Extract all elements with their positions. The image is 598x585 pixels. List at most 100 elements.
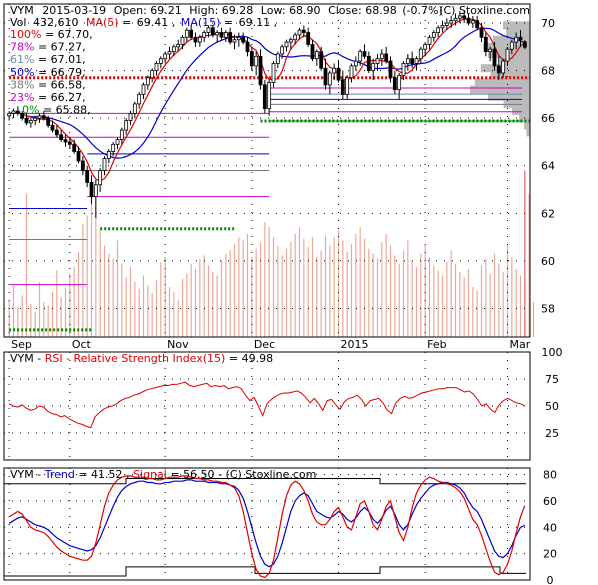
- rsi-line: [8, 381, 526, 429]
- volume-profile-bar: [474, 78, 530, 87]
- volume-bar: [212, 272, 214, 337]
- price-panel-frame: [3, 3, 531, 338]
- volume-bar: [264, 222, 266, 337]
- candle: [314, 49, 319, 66]
- candle: [440, 20, 445, 33]
- fib-78-label: 78% = 67.27,: [10, 41, 86, 54]
- candle: [410, 51, 415, 69]
- rsi-tick-label: 25: [545, 427, 559, 440]
- volume-bar: [480, 265, 483, 337]
- volume-bar: [446, 262, 448, 337]
- volume-bar: [138, 288, 140, 337]
- candle-body: [158, 58, 163, 64]
- candle: [522, 40, 527, 50]
- candle-body: [236, 36, 241, 41]
- candle: [375, 53, 380, 71]
- candle: [414, 56, 419, 71]
- ma15-value: 69.11: [239, 16, 271, 29]
- candle-body: [306, 32, 311, 45]
- candle: [470, 15, 475, 28]
- volume-bar: [229, 250, 231, 337]
- candle-body: [345, 77, 350, 95]
- candle-body: [54, 129, 59, 136]
- volume-bar: [60, 297, 62, 337]
- volume-bar: [415, 267, 418, 337]
- ma5-eq: =: [122, 16, 131, 29]
- price-tick-label: 58: [541, 302, 555, 315]
- volume-bar: [277, 245, 279, 337]
- high-value: 69.28: [222, 4, 254, 17]
- trend-value: 41.52: [91, 468, 123, 481]
- candle: [345, 75, 350, 100]
- candle: [33, 115, 38, 126]
- volume-bar: [363, 238, 366, 337]
- volume-bar: [433, 265, 435, 337]
- candle-body: [332, 67, 337, 74]
- month-tick-label: Dec: [254, 338, 275, 351]
- volume-bar: [51, 292, 54, 337]
- candle: [323, 58, 328, 90]
- candle-body: [206, 27, 211, 33]
- volume-bar: [186, 273, 188, 337]
- candle: [358, 49, 363, 66]
- volume-bar: [116, 240, 119, 337]
- candle-body: [453, 17, 458, 22]
- candle-body: [275, 53, 280, 64]
- volume-bar: [389, 245, 392, 337]
- candle-body: [41, 115, 46, 119]
- fib-61-label: 61% = 67.01,: [10, 53, 86, 66]
- candle: [401, 61, 406, 81]
- candle: [67, 137, 72, 150]
- volume-bar: [394, 255, 396, 337]
- fib-78-value: = 67.27,: [34, 41, 85, 54]
- volume-bar: [251, 257, 253, 337]
- trend-ticker: VYM: [10, 468, 34, 481]
- volume-bar: [298, 227, 301, 337]
- candle: [362, 44, 367, 59]
- fib-78-pct: 78%: [10, 41, 34, 54]
- candle: [171, 44, 176, 57]
- volume-bar: [450, 250, 452, 337]
- volume-profile-bar: [526, 128, 530, 137]
- candle: [72, 139, 77, 154]
- volume-bar: [259, 242, 262, 337]
- high-label: High:: [189, 4, 218, 17]
- quote-date: 2015-03-19: [42, 4, 106, 17]
- candle-body: [397, 74, 402, 91]
- volume-bar: [316, 257, 318, 337]
- close-label: Close:: [328, 4, 362, 17]
- candle: [167, 46, 172, 59]
- candle: [141, 82, 146, 100]
- volume-bar: [303, 238, 305, 337]
- candle: [371, 58, 376, 81]
- candle: [137, 92, 142, 109]
- rsi-tick-label: 100: [542, 346, 563, 359]
- candle: [505, 46, 510, 66]
- candle-body: [284, 41, 289, 48]
- volume-bar: [376, 258, 379, 337]
- volume-bar: [30, 303, 32, 337]
- candle-body: [145, 77, 150, 86]
- price-tick-label: 70: [541, 17, 555, 30]
- candle-body: [501, 60, 506, 74]
- volume-bar: [407, 240, 409, 337]
- change-value: (-0.7%): [402, 4, 443, 17]
- low-value: 68.90: [289, 4, 321, 17]
- volume-bar: [225, 253, 227, 337]
- price-tick-label: 66: [541, 112, 555, 125]
- price-header: VYM 2015-03-19 Open: 69.21 High: 69.28 L…: [10, 4, 530, 29]
- trend-upper-band: [4, 478, 526, 485]
- volume-bar: [246, 233, 249, 337]
- volume-bar: [472, 287, 474, 337]
- svg-text:VYM 2015-03-19: VYM 2015-03-19 Open: 69.21 High: 69.28 L…: [10, 4, 443, 17]
- candle: [119, 127, 124, 145]
- candle-body: [401, 63, 406, 76]
- candle-body: [180, 36, 185, 45]
- candle: [258, 49, 263, 90]
- volume-profile-bar: [488, 92, 530, 101]
- candle: [215, 30, 220, 43]
- candle: [210, 25, 215, 38]
- month-tick-label: Mar: [510, 338, 531, 351]
- volume-bar: [242, 240, 244, 337]
- candle-body: [37, 115, 42, 119]
